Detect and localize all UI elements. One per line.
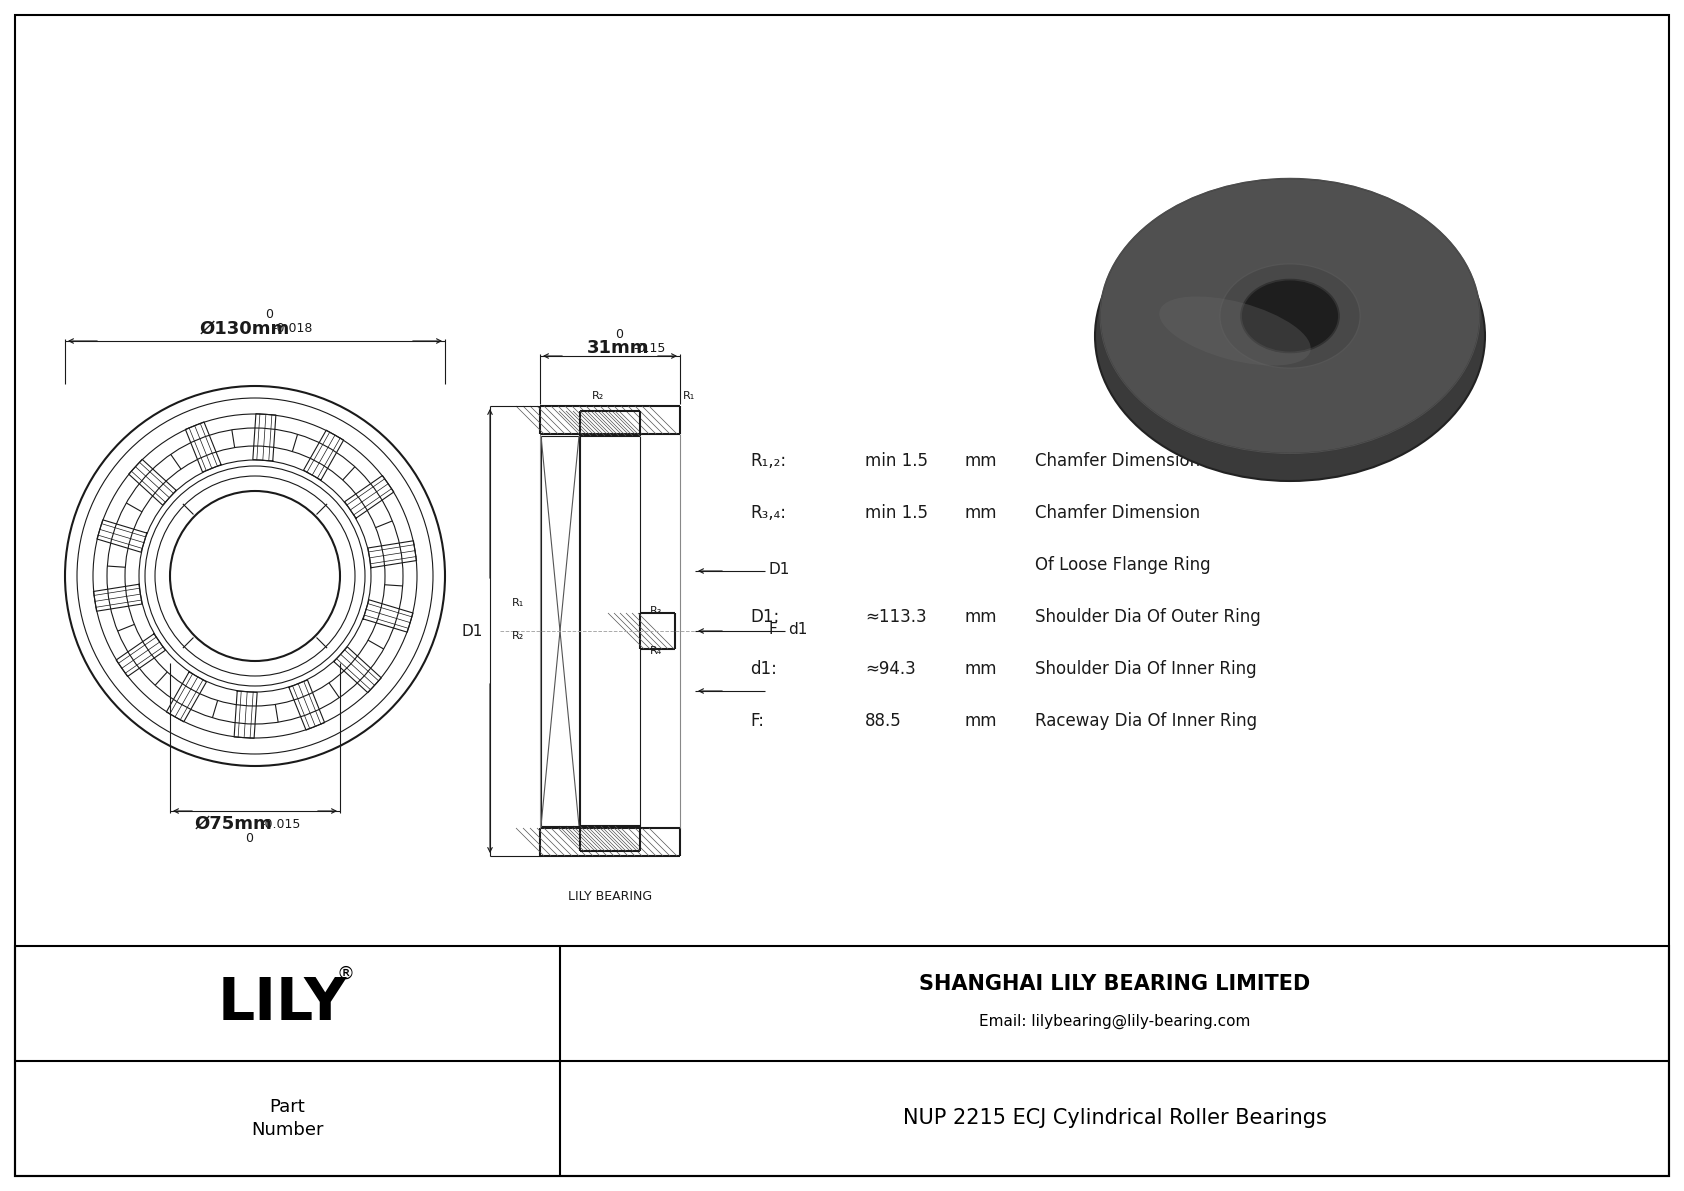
Text: min 1.5: min 1.5 — [866, 504, 928, 522]
Text: mm: mm — [965, 607, 997, 626]
Text: Ø75mm: Ø75mm — [195, 815, 273, 833]
Text: LILY BEARING: LILY BEARING — [568, 890, 652, 903]
Text: ≈113.3: ≈113.3 — [866, 607, 926, 626]
Bar — [15, 946, 1669, 1176]
Text: -0.15: -0.15 — [633, 342, 665, 355]
Text: d1:: d1: — [749, 660, 776, 678]
Text: R₁,₂:: R₁,₂: — [749, 453, 786, 470]
Text: LILY: LILY — [217, 975, 347, 1031]
Text: d1: d1 — [788, 622, 807, 636]
Text: mm: mm — [965, 504, 997, 522]
Ellipse shape — [1095, 191, 1485, 481]
Text: min 1.5: min 1.5 — [866, 453, 928, 470]
Text: R₂: R₂ — [591, 391, 605, 401]
Text: mm: mm — [965, 660, 997, 678]
Text: R₁: R₁ — [684, 391, 695, 401]
Text: R₄: R₄ — [650, 646, 662, 656]
Text: Of Loose Flange Ring: Of Loose Flange Ring — [1036, 556, 1211, 574]
Text: Chamfer Dimension: Chamfer Dimension — [1036, 504, 1201, 522]
Text: Ø130mm: Ø130mm — [200, 320, 290, 338]
Text: F:: F: — [749, 712, 765, 730]
Text: D1:: D1: — [749, 607, 780, 626]
Text: Shoulder Dia Of Inner Ring: Shoulder Dia Of Inner Ring — [1036, 660, 1256, 678]
Text: mm: mm — [965, 453, 997, 470]
Text: D1: D1 — [768, 561, 790, 576]
Text: 0: 0 — [244, 831, 253, 844]
Text: R₁: R₁ — [512, 598, 524, 607]
Text: ®: ® — [337, 965, 355, 983]
Text: D1: D1 — [461, 624, 483, 638]
Text: mm: mm — [965, 712, 997, 730]
Ellipse shape — [1159, 297, 1310, 366]
Text: -0.018: -0.018 — [273, 323, 312, 336]
Text: F: F — [768, 622, 776, 636]
Text: 0: 0 — [264, 308, 273, 322]
Ellipse shape — [1241, 280, 1339, 353]
Text: Chamfer Dimension: Chamfer Dimension — [1036, 453, 1201, 470]
Text: NUP 2215 ECJ Cylindrical Roller Bearings: NUP 2215 ECJ Cylindrical Roller Bearings — [903, 1109, 1327, 1129]
Ellipse shape — [1241, 280, 1339, 353]
Ellipse shape — [1219, 263, 1361, 368]
Text: 0: 0 — [615, 328, 623, 341]
Text: R₃: R₃ — [650, 606, 662, 616]
Text: SHANGHAI LILY BEARING LIMITED: SHANGHAI LILY BEARING LIMITED — [919, 973, 1310, 993]
Text: R₃,₄:: R₃,₄: — [749, 504, 786, 522]
Text: R₂: R₂ — [512, 631, 524, 641]
Text: 88.5: 88.5 — [866, 712, 901, 730]
Text: Shoulder Dia Of Outer Ring: Shoulder Dia Of Outer Ring — [1036, 607, 1261, 626]
Text: -0.015: -0.015 — [259, 817, 300, 830]
Text: Part
Number: Part Number — [251, 1098, 323, 1140]
Ellipse shape — [1100, 179, 1480, 454]
Text: 31mm: 31mm — [588, 339, 650, 357]
Text: ≈94.3: ≈94.3 — [866, 660, 916, 678]
Text: Raceway Dia Of Inner Ring: Raceway Dia Of Inner Ring — [1036, 712, 1258, 730]
Text: Email: lilybearing@lily-bearing.com: Email: lilybearing@lily-bearing.com — [978, 1014, 1250, 1029]
